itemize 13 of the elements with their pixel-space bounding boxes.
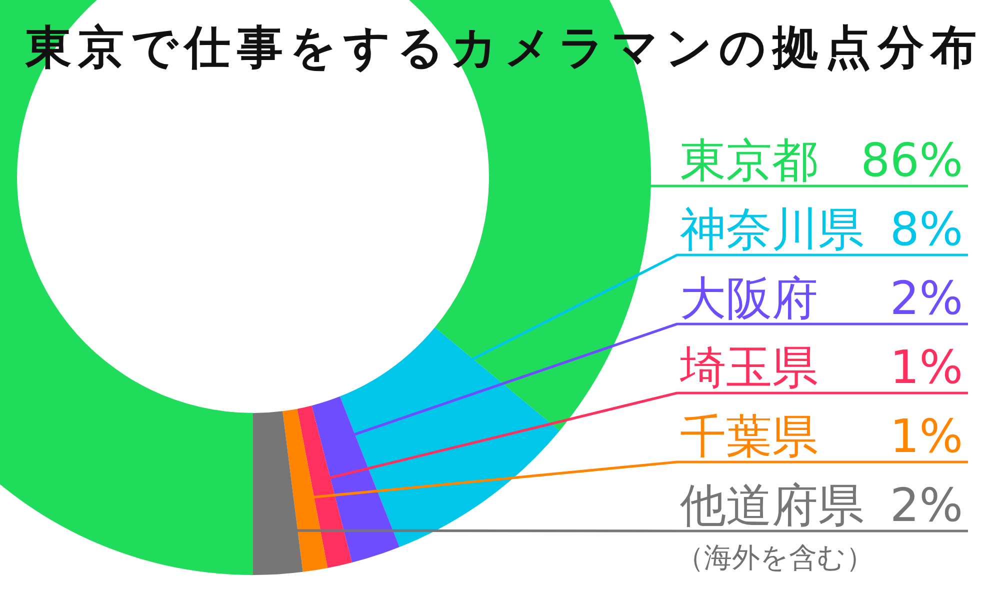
data-label: 1% <box>890 409 963 463</box>
slice-label: 神奈川県 <box>680 202 864 256</box>
data-label: 86% <box>860 133 963 187</box>
data-label: 1% <box>890 340 963 394</box>
data-label: 2% <box>890 271 963 325</box>
slice-label: 千葉県 <box>680 409 818 463</box>
data-label: 2% <box>890 478 963 532</box>
slice-label: 他道府県 <box>680 478 864 532</box>
data-label: 8% <box>890 202 963 256</box>
slice-label: 大阪府 <box>680 271 818 325</box>
text: （海外を含む） <box>676 541 874 574</box>
slice-label: 東京都 <box>680 133 818 187</box>
slice-label: 埼玉県 <box>679 340 818 394</box>
